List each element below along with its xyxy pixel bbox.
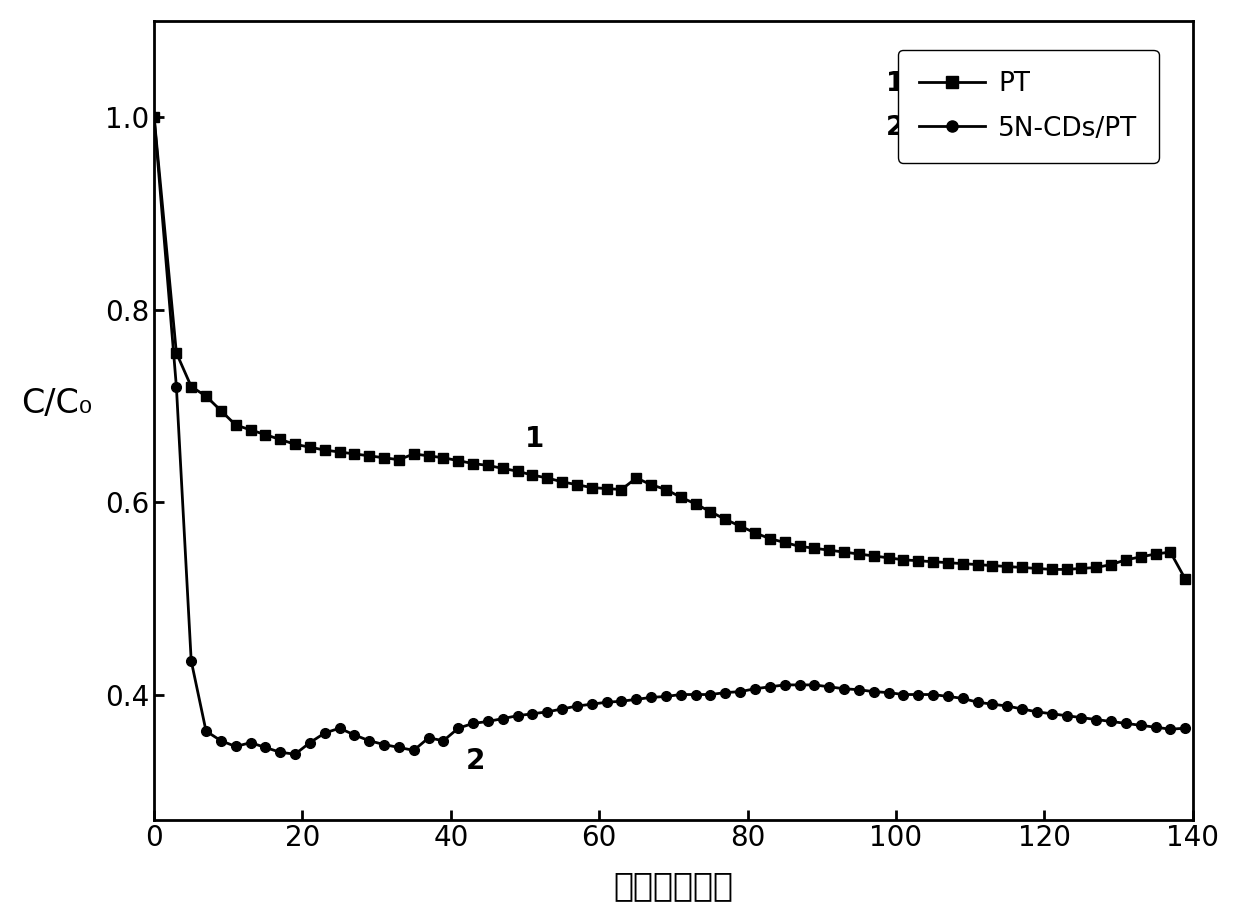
Text: 1: 1 xyxy=(887,70,905,97)
Text: 1: 1 xyxy=(525,426,544,453)
Y-axis label: C/C₀: C/C₀ xyxy=(21,388,92,420)
X-axis label: 时间（分钟）: 时间（分钟） xyxy=(614,869,733,902)
Legend: PT, 5N-CDs/PT: PT, 5N-CDs/PT xyxy=(898,50,1158,162)
Text: 2: 2 xyxy=(466,747,485,774)
Text: 2: 2 xyxy=(887,114,905,140)
